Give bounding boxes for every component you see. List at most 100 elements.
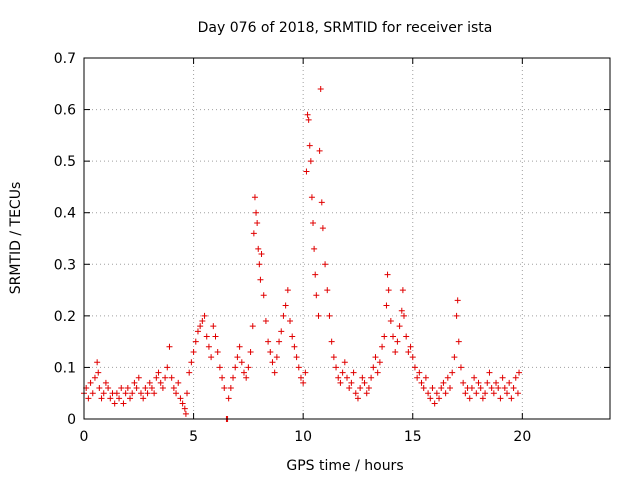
points-layer xyxy=(81,85,523,422)
data-point xyxy=(91,374,98,381)
data-point xyxy=(348,379,355,386)
data-point xyxy=(142,385,149,392)
y-tick-label: 0.5 xyxy=(54,154,76,170)
data-point xyxy=(144,390,151,397)
data-point xyxy=(100,390,107,397)
data-point xyxy=(308,194,315,201)
x-tick-label: 0 xyxy=(80,429,89,445)
data-point xyxy=(379,343,386,350)
data-point xyxy=(205,343,212,350)
data-point xyxy=(390,333,397,340)
data-point xyxy=(479,395,486,402)
y-tick-label: 0.7 xyxy=(54,51,76,67)
y-tick-label: 0 xyxy=(67,412,76,428)
data-point xyxy=(159,385,166,392)
data-point xyxy=(384,271,391,278)
data-point xyxy=(94,359,101,366)
data-point xyxy=(230,374,237,381)
data-point xyxy=(210,323,217,330)
y-tick-label: 0.4 xyxy=(54,206,76,222)
x-tick-label: 15 xyxy=(404,429,422,445)
data-point xyxy=(256,261,263,268)
data-point xyxy=(251,194,258,201)
data-point xyxy=(111,400,118,407)
data-point xyxy=(127,395,134,402)
data-point xyxy=(184,390,191,397)
data-point xyxy=(238,359,245,366)
data-point xyxy=(135,374,142,381)
data-point xyxy=(499,374,506,381)
data-point xyxy=(398,307,405,314)
data-point xyxy=(501,385,508,392)
data-point xyxy=(284,287,291,294)
data-point xyxy=(333,364,340,371)
data-point xyxy=(276,338,283,345)
data-point xyxy=(250,230,257,237)
data-point xyxy=(453,312,460,319)
x-tick-label: 5 xyxy=(189,429,198,445)
data-point xyxy=(232,364,239,371)
data-point xyxy=(490,390,497,397)
data-point xyxy=(311,245,318,252)
data-point xyxy=(416,369,423,376)
data-point xyxy=(376,359,383,366)
data-point xyxy=(295,364,302,371)
data-point xyxy=(361,379,368,386)
data-point xyxy=(234,354,241,361)
data-point xyxy=(214,348,221,355)
data-point xyxy=(310,220,317,227)
data-point xyxy=(287,318,294,325)
data-point xyxy=(460,379,467,386)
data-point xyxy=(221,385,228,392)
data-point xyxy=(451,354,458,361)
data-point xyxy=(122,390,129,397)
data-point xyxy=(318,199,325,206)
data-point xyxy=(148,385,155,392)
data-point xyxy=(440,379,447,386)
data-point xyxy=(477,385,484,392)
data-point xyxy=(422,374,429,381)
data-point xyxy=(95,369,102,376)
data-point xyxy=(208,354,215,361)
data-point xyxy=(133,385,140,392)
data-point xyxy=(89,390,96,397)
data-point xyxy=(403,333,410,340)
data-point xyxy=(253,209,260,216)
data-point xyxy=(350,369,357,376)
data-point xyxy=(462,390,469,397)
data-point xyxy=(431,400,438,407)
data-point xyxy=(319,225,326,232)
data-point xyxy=(433,390,440,397)
data-point xyxy=(278,328,285,335)
data-point xyxy=(514,390,521,397)
data-point xyxy=(387,318,394,325)
data-point xyxy=(497,395,504,402)
data-point xyxy=(506,379,513,386)
data-point xyxy=(173,390,180,397)
data-point xyxy=(105,385,112,392)
data-point xyxy=(359,374,366,381)
data-point xyxy=(197,323,204,330)
data-point xyxy=(303,168,310,175)
y-tick-label: 0.3 xyxy=(54,257,76,273)
data-point xyxy=(240,369,247,376)
data-point xyxy=(447,385,454,392)
data-point xyxy=(212,333,219,340)
data-point xyxy=(190,348,197,355)
data-point xyxy=(414,374,421,381)
data-point xyxy=(227,385,234,392)
data-point xyxy=(372,354,379,361)
data-point xyxy=(328,338,335,345)
data-point xyxy=(151,390,158,397)
data-point xyxy=(236,343,243,350)
data-point xyxy=(346,385,353,392)
ticks-layer: 0 0.1 0.2 0.3 0.4 0.5 0.6 0.7 0 5 10 15 20 xyxy=(54,51,610,445)
data-point xyxy=(162,374,169,381)
data-point xyxy=(273,354,280,361)
data-point xyxy=(484,379,491,386)
data-point xyxy=(363,390,370,397)
data-point xyxy=(262,318,269,325)
data-point xyxy=(282,302,289,309)
data-point xyxy=(394,338,401,345)
